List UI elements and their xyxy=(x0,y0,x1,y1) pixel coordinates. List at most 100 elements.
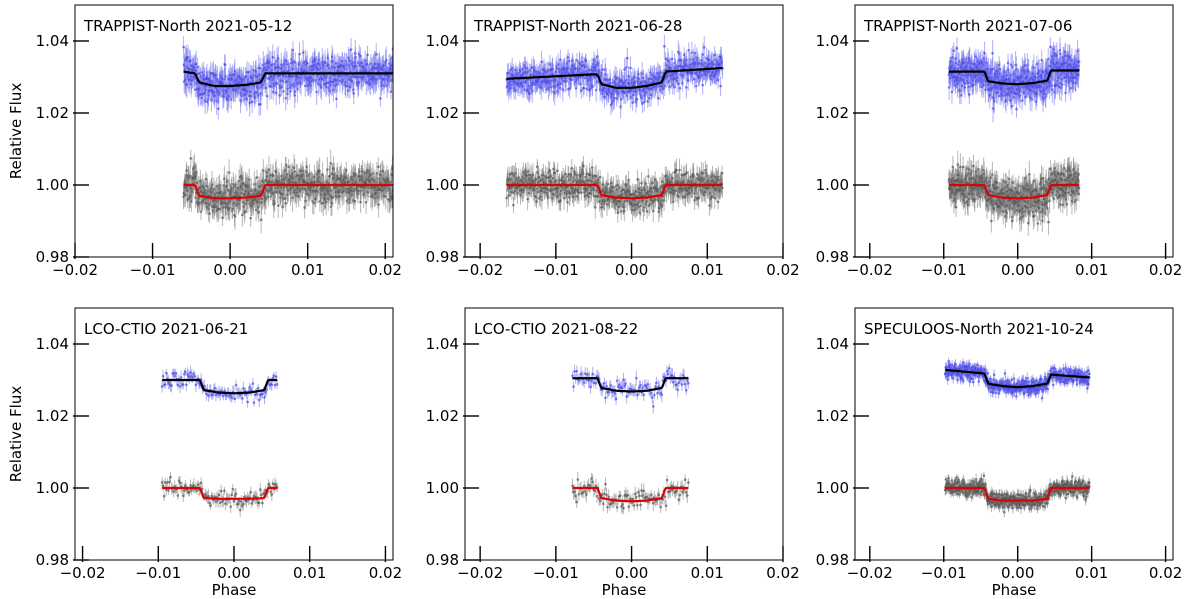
data-point xyxy=(293,90,297,93)
data-point xyxy=(227,171,231,174)
data-point xyxy=(221,216,224,220)
data-point xyxy=(656,96,660,100)
data-point xyxy=(598,175,602,179)
data-point xyxy=(552,193,556,196)
data-point xyxy=(193,88,197,91)
data-point xyxy=(353,187,356,190)
data-point xyxy=(539,73,542,77)
data-point xyxy=(616,211,620,215)
data-point xyxy=(338,195,342,198)
data-point xyxy=(265,94,269,98)
axes-frame xyxy=(74,4,394,258)
series-base-points xyxy=(505,156,724,223)
data-point xyxy=(379,97,382,100)
data-point xyxy=(349,48,353,51)
data-point xyxy=(568,59,571,63)
data-point xyxy=(258,66,262,70)
data-point xyxy=(208,212,211,215)
data-point xyxy=(264,86,268,90)
data-point xyxy=(584,59,588,63)
data-point xyxy=(335,82,339,86)
data-point xyxy=(559,198,562,202)
data-point xyxy=(252,183,256,186)
data-point xyxy=(521,85,525,88)
data-point xyxy=(685,86,688,89)
data-point xyxy=(551,176,555,180)
data-point xyxy=(317,82,320,86)
data-point xyxy=(626,56,629,60)
data-point xyxy=(284,96,288,100)
data-point xyxy=(564,79,568,82)
panel-title: TRAPPIST-North 2021-05-12 xyxy=(83,17,292,35)
data-point xyxy=(528,92,531,96)
panel-2: −0.02 −0.01 0.00 0.01 0.020.981.001.021.04TR… xyxy=(426,4,800,279)
x-tick-label: 0.02 xyxy=(369,261,402,279)
data-point xyxy=(664,57,667,61)
data-point xyxy=(385,58,388,62)
data-point xyxy=(276,57,280,60)
data-point xyxy=(694,84,698,88)
x-tick-label: −0.01 xyxy=(130,261,176,279)
data-point xyxy=(595,80,599,83)
data-point xyxy=(217,107,220,110)
data-point xyxy=(241,213,244,217)
model-line-offset xyxy=(183,70,393,88)
data-point xyxy=(271,56,275,59)
data-point xyxy=(384,195,388,198)
y-tick-label: 1.04 xyxy=(36,32,69,50)
data-point xyxy=(347,180,350,184)
data-point xyxy=(366,53,369,57)
data-point xyxy=(702,46,706,49)
data-point xyxy=(275,82,279,85)
data-point xyxy=(286,87,290,91)
data-point xyxy=(540,198,544,202)
data-point xyxy=(364,200,368,204)
data-point xyxy=(580,191,583,195)
data-point xyxy=(247,70,251,74)
data-point xyxy=(574,67,577,71)
data-point xyxy=(629,66,632,70)
data-point xyxy=(335,97,338,101)
data-point xyxy=(294,61,297,64)
data-point xyxy=(233,69,237,73)
data-point xyxy=(582,164,585,168)
plot-area xyxy=(182,36,393,234)
data-point xyxy=(580,89,583,92)
data-point xyxy=(199,210,203,213)
data-point xyxy=(719,84,722,88)
data-point xyxy=(623,68,626,71)
data-point xyxy=(291,48,295,52)
data-point xyxy=(259,102,262,106)
data-point xyxy=(276,204,280,207)
data-point xyxy=(259,218,263,222)
data-point xyxy=(223,63,227,67)
y-axis-label: Relative Flux xyxy=(7,83,25,180)
data-point xyxy=(359,200,362,204)
data-point xyxy=(701,53,705,56)
data-point xyxy=(293,170,297,173)
data-point xyxy=(566,56,570,59)
data-point xyxy=(249,216,252,220)
data-point xyxy=(634,80,637,83)
data-point xyxy=(223,177,226,181)
data-point xyxy=(553,171,557,175)
data-point xyxy=(556,169,559,173)
series-offset-points xyxy=(505,34,724,119)
data-point xyxy=(505,196,508,200)
data-point xyxy=(285,63,289,66)
data-point xyxy=(701,83,704,87)
data-point xyxy=(186,55,190,59)
data-point xyxy=(555,67,559,70)
data-point xyxy=(319,66,323,70)
data-point xyxy=(185,169,188,172)
data-point xyxy=(323,61,327,65)
data-point xyxy=(329,162,332,165)
x-tick-label: 0.01 xyxy=(291,261,324,279)
data-point xyxy=(591,85,594,89)
data-point xyxy=(227,95,231,98)
data-point xyxy=(512,203,515,207)
data-point xyxy=(280,85,283,89)
data-point xyxy=(526,197,529,201)
data-point xyxy=(632,93,635,97)
